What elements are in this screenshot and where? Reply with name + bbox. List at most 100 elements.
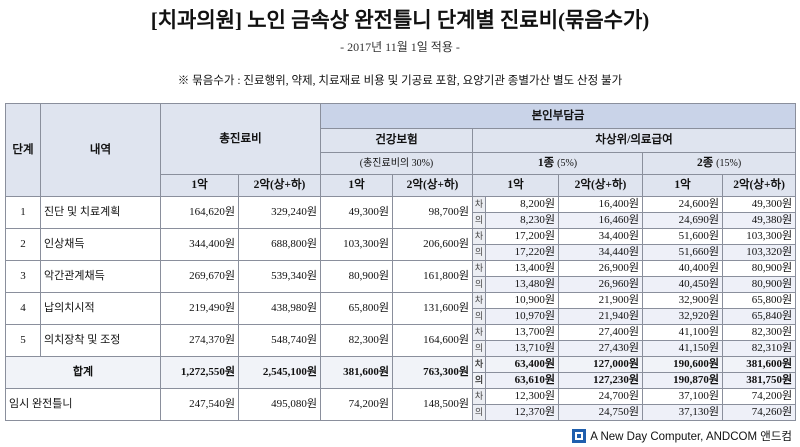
table-cell: 의	[472, 212, 487, 229]
table-cell: 26,900원	[558, 260, 644, 277]
subtitle: - 2017년 11월 1일 적용 -	[340, 40, 460, 54]
table-cell: 차	[472, 228, 487, 245]
table-cell: 40,400원	[642, 260, 724, 277]
table-cell: 합계	[5, 356, 161, 389]
table-row: 합계 1,272,550원 2,545,100원 381,600원 763,300원 차 6…	[5, 356, 797, 389]
header-cell: 1종 (5%)	[472, 152, 644, 175]
table-cell: 차	[472, 260, 487, 277]
table-cell: 763,300원	[392, 356, 474, 389]
footer: A New Day Computer, ANDCOM 앤드컴	[572, 428, 792, 444]
table-cell: 41,100원	[642, 324, 724, 341]
header-cell: 2종 (15%)	[642, 152, 797, 175]
title: [치과의원] 노인 금속상 완전틀니 단계별 진료비(묶음수가)	[150, 8, 650, 32]
table-cell: 206,600원	[392, 228, 474, 261]
table-cell: 80,900원	[722, 260, 797, 277]
table-cell: 13,400원	[485, 260, 560, 277]
table-row: 3 악간관계채득 269,670원 539,340원 80,900원 161,800원 차 1…	[5, 260, 797, 293]
table-cell: 1,272,550원	[160, 356, 239, 389]
table-cell: 차	[472, 292, 487, 309]
table-cell: 악간관계채득	[40, 260, 161, 293]
table-cell: 103,300원	[722, 228, 797, 245]
table-cell: 37,130원	[642, 404, 724, 421]
header-cell: 2악(상+하)	[392, 174, 474, 197]
header-cell: 단계	[5, 103, 41, 197]
header-text: 2종	[696, 157, 714, 169]
table-cell: 1	[5, 196, 41, 229]
table-cell: 51,660원	[642, 244, 724, 261]
table-cell: 548,740원	[237, 324, 322, 357]
table-cell: 127,230원	[558, 372, 644, 389]
table-cell: 329,240원	[237, 196, 322, 229]
table-cell: 131,600원	[392, 292, 474, 325]
table-cell: 의	[472, 372, 487, 389]
table-cell: 의치장착 및 조정	[40, 324, 161, 357]
table-cell: 37,100원	[642, 388, 724, 405]
table-cell: 103,320원	[722, 244, 797, 261]
table-cell: 10,970원	[485, 308, 560, 325]
header-text: (15%)	[716, 158, 742, 169]
note: ※ 묶음수가 : 진료행위, 약제, 치료재료 비용 및 기공료 포함, 요양기…	[177, 75, 623, 87]
table-cell: 49,300원	[722, 196, 797, 213]
table-cell: 269,670원	[160, 260, 239, 293]
table-cell: 24,600원	[642, 196, 724, 213]
table-cell: 65,800원	[722, 292, 797, 309]
table-cell: 21,900원	[558, 292, 644, 309]
table-cell: 80,900원	[722, 276, 797, 293]
table-cell: 274,370원	[160, 324, 239, 357]
table-row: 의 13,710원 27,430원 41,150원 82,310원	[6, 340, 797, 357]
table-cell: 41,150원	[642, 340, 724, 357]
footer-text: A New Day Computer, ANDCOM 앤드컴	[590, 431, 792, 443]
header-cell: 본인부담금	[320, 103, 797, 129]
table-row: 2 인상채득 344,400원 688,800원 103,300원 206,600원 차 17…	[5, 228, 797, 261]
table-cell: 164,620원	[160, 196, 239, 229]
table-cell: 21,940원	[558, 308, 644, 325]
fee-table: 단계 내역 총진료비 본인부담금 건강보험 차상위/의료급여 (총진료비의 30…	[5, 103, 797, 421]
table-cell: 13,710원	[485, 340, 560, 357]
table-cell: 34,400원	[558, 228, 644, 245]
table-cell: 진단 및 치료계획	[40, 196, 161, 229]
table-cell: 16,400원	[558, 196, 644, 213]
table-cell: 16,460원	[558, 212, 644, 229]
table-row: 의 10,970원 21,940원 32,920원 65,840원	[6, 308, 797, 325]
table-row: 임시 완전틀니 247,540원 495,080원 74,200원 148,500원 차 1…	[5, 388, 797, 421]
header-text: (5%)	[557, 158, 578, 169]
table-cell: 차	[472, 388, 487, 405]
header-cell: 2악(상+하)	[237, 174, 322, 197]
header-text: 건강보험	[375, 134, 418, 146]
table-cell: 4	[5, 292, 41, 325]
table-row: 의 63,610원 127,230원 190,870원 381,750원	[6, 372, 797, 389]
table-cell: 3	[5, 260, 41, 293]
table-cell: 65,800원	[320, 292, 394, 325]
table-cell: 381,600원	[722, 356, 797, 373]
table-cell: 219,490원	[160, 292, 239, 325]
table-cell: 344,400원	[160, 228, 239, 261]
table-cell: 24,700원	[558, 388, 644, 405]
table-cell: 51,600원	[642, 228, 724, 245]
table-cell: 24,750원	[558, 404, 644, 421]
table-cell: 의	[472, 404, 487, 421]
table-cell: 의	[472, 308, 487, 325]
table-cell: 40,450원	[642, 276, 724, 293]
table-cell: 495,080원	[237, 388, 322, 421]
table-cell: 82,300원	[320, 324, 394, 357]
table-cell: 32,900원	[642, 292, 724, 309]
table-cell: 103,300원	[320, 228, 394, 261]
table-cell: 49,380원	[722, 212, 797, 229]
table-cell: 12,370원	[485, 404, 560, 421]
table-cell: 32,920원	[642, 308, 724, 325]
table-cell: 인상채득	[40, 228, 161, 261]
table-cell: 82,310원	[722, 340, 797, 357]
table-row: 5 의치장착 및 조정 274,370원 548,740원 82,300원 164,600…	[5, 324, 797, 357]
table-cell: 24,690원	[642, 212, 724, 229]
table-cell: 12,300원	[485, 388, 560, 405]
table-cell: 8,200원	[485, 196, 560, 213]
table-cell: 10,900원	[485, 292, 560, 309]
table-cell: 5	[5, 324, 41, 357]
header-cell: 차상위/의료급여	[472, 128, 797, 153]
logo	[572, 429, 587, 443]
table-cell: 8,230원	[485, 212, 560, 229]
table-cell: 688,800원	[237, 228, 322, 261]
header-cell: 1악	[642, 174, 724, 197]
table-cell: 의	[472, 244, 487, 261]
